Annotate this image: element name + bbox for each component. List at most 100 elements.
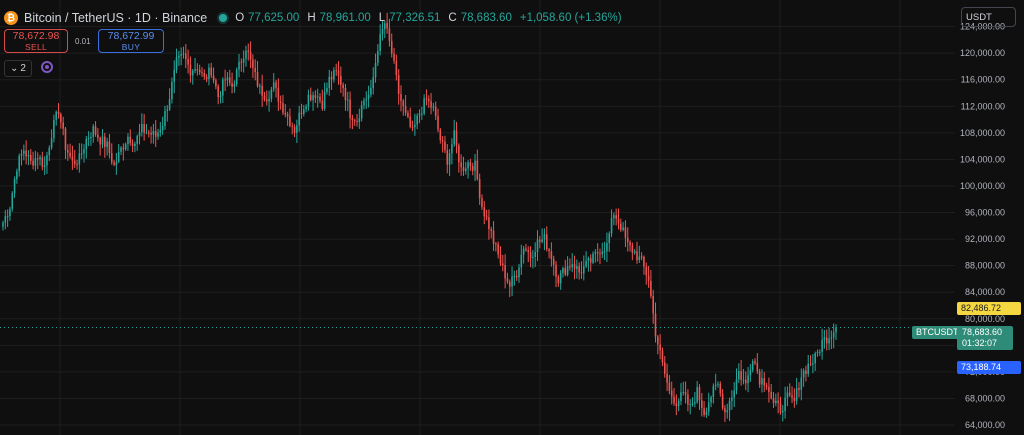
bitcoin-icon: ₿ bbox=[4, 11, 18, 25]
close-value: 78,683.60 bbox=[460, 12, 512, 24]
open-value: 77,625.00 bbox=[248, 12, 300, 24]
candle-body bbox=[728, 400, 731, 411]
grid bbox=[0, 0, 955, 435]
candle-body bbox=[265, 99, 268, 102]
close-label: C bbox=[448, 12, 457, 24]
candle-body bbox=[490, 228, 493, 231]
candle-body bbox=[319, 96, 321, 101]
candle-body bbox=[129, 136, 132, 144]
candle-body bbox=[222, 79, 224, 96]
candle-body bbox=[386, 23, 388, 29]
candle-body bbox=[254, 67, 257, 72]
candle-body bbox=[594, 252, 597, 254]
candle-body bbox=[809, 363, 812, 365]
candle-body bbox=[705, 411, 708, 415]
candle-body bbox=[388, 28, 391, 42]
candle-body bbox=[545, 234, 548, 250]
candle-body bbox=[698, 387, 701, 401]
candle-body bbox=[337, 70, 340, 76]
candle-body bbox=[99, 137, 101, 145]
candle-body bbox=[87, 138, 90, 140]
candle-body bbox=[32, 160, 34, 166]
candle-body bbox=[462, 167, 465, 172]
candle-body bbox=[566, 266, 569, 275]
candle-body bbox=[76, 164, 78, 166]
candle-body bbox=[721, 393, 724, 409]
candle-body bbox=[573, 264, 576, 269]
candle-body bbox=[740, 371, 742, 380]
candle-body bbox=[400, 93, 402, 101]
candle-body bbox=[640, 256, 643, 258]
candle-body bbox=[488, 217, 490, 229]
candle-body bbox=[25, 150, 27, 157]
candle-body bbox=[682, 392, 685, 394]
candle-body bbox=[272, 82, 275, 90]
candle-body bbox=[603, 251, 606, 253]
candle-body bbox=[263, 95, 266, 100]
buy-button[interactable]: 78,672.99 BUY bbox=[98, 29, 164, 53]
candle-body bbox=[807, 363, 810, 374]
candle-body bbox=[189, 64, 192, 76]
candle-body bbox=[548, 249, 550, 252]
candle-body bbox=[423, 98, 425, 114]
currency-select[interactable]: USDT bbox=[961, 7, 1016, 27]
candle-body bbox=[430, 101, 432, 108]
sync-icon[interactable] bbox=[41, 61, 53, 73]
indicators-toggle[interactable]: ⌄ 2 bbox=[4, 60, 32, 77]
candle-body bbox=[467, 162, 469, 169]
candle-body bbox=[150, 132, 152, 135]
candle-body bbox=[9, 208, 11, 217]
candle-body bbox=[724, 408, 726, 413]
candle-body bbox=[663, 362, 666, 374]
candle-body bbox=[668, 382, 671, 391]
candle-body bbox=[284, 112, 287, 115]
symbol-title[interactable]: Bitcoin / TetherUS · 1D · Binance bbox=[24, 11, 208, 25]
candle-body bbox=[758, 371, 761, 385]
ohlc-readout: O 77,625.00 H 78,961.00 L 77,326.51 C 78,683… bbox=[235, 12, 625, 24]
candle-body bbox=[108, 141, 111, 154]
candle-body bbox=[62, 122, 64, 129]
low-label: L bbox=[378, 12, 386, 24]
y-tick-label: 116,000.00 bbox=[961, 75, 1005, 85]
candle-body bbox=[83, 149, 85, 154]
candle-body bbox=[437, 116, 439, 130]
candle-body bbox=[629, 242, 631, 246]
candle-body bbox=[620, 223, 622, 230]
candle-body bbox=[353, 120, 356, 122]
symbol-header[interactable]: ₿ Bitcoin / TetherUS · 1D · Binance O 77,… bbox=[4, 9, 626, 27]
candle-body bbox=[647, 275, 650, 281]
candle-body bbox=[215, 80, 217, 87]
candle-body bbox=[29, 154, 32, 161]
candle-body bbox=[432, 106, 435, 108]
candle-body bbox=[256, 71, 259, 87]
candle-body bbox=[733, 390, 735, 398]
candle-body bbox=[802, 370, 805, 378]
candle-body bbox=[768, 386, 770, 392]
candle-body bbox=[397, 75, 400, 94]
y-tick-label: 120,000.00 bbox=[960, 48, 1005, 58]
candle-body bbox=[194, 69, 196, 71]
candle-body bbox=[587, 258, 590, 262]
candle-body bbox=[90, 136, 92, 139]
candle-body bbox=[497, 244, 499, 255]
candle-body bbox=[39, 157, 41, 160]
candle-body bbox=[117, 151, 120, 162]
candle-body bbox=[198, 69, 201, 73]
candle-body bbox=[464, 168, 467, 172]
candle-body bbox=[152, 130, 155, 135]
candle-body bbox=[786, 392, 789, 398]
candle-body bbox=[726, 410, 729, 413]
candle-body bbox=[832, 332, 835, 338]
candle-body bbox=[453, 130, 456, 145]
candle-body bbox=[784, 397, 786, 412]
candle-body bbox=[13, 179, 16, 194]
candle-body bbox=[539, 239, 541, 242]
sell-button[interactable]: 78,672.98 SELL bbox=[4, 29, 68, 53]
candle-body bbox=[615, 215, 617, 219]
candle-body bbox=[247, 50, 250, 52]
candles bbox=[2, 12, 837, 423]
candle-body bbox=[684, 392, 687, 395]
candle-body bbox=[390, 41, 393, 54]
